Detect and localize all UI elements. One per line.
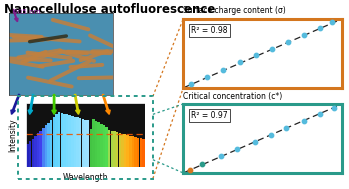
Bar xyxy=(63,114,66,167)
Point xyxy=(285,40,291,43)
Point xyxy=(317,113,322,116)
Bar xyxy=(39,131,42,167)
Bar xyxy=(100,124,103,167)
Text: R² = 0.98: R² = 0.98 xyxy=(191,26,228,35)
Bar xyxy=(140,139,142,167)
Bar xyxy=(79,118,81,167)
Bar xyxy=(97,122,100,167)
Bar xyxy=(53,117,55,167)
Bar xyxy=(108,130,110,167)
Bar xyxy=(31,139,34,167)
Point xyxy=(301,120,307,123)
Point xyxy=(200,163,205,166)
Point xyxy=(331,107,337,110)
Bar xyxy=(116,132,118,167)
Text: Wavelength: Wavelength xyxy=(63,173,108,182)
Bar xyxy=(74,117,76,167)
Bar xyxy=(61,113,63,167)
Bar xyxy=(103,125,105,167)
Bar xyxy=(95,121,97,167)
Point xyxy=(330,21,335,24)
Text: Nanocellulose autofluorescence: Nanocellulose autofluorescence xyxy=(4,3,216,16)
Point xyxy=(204,75,210,78)
Bar xyxy=(66,114,68,167)
Point xyxy=(268,133,273,136)
Text: Surface charge content (σ): Surface charge content (σ) xyxy=(183,6,286,15)
Bar xyxy=(90,129,92,167)
Bar xyxy=(142,139,145,167)
Point xyxy=(317,26,322,29)
Point xyxy=(218,155,224,158)
Bar xyxy=(129,136,132,167)
Point xyxy=(188,82,194,85)
Bar xyxy=(105,127,108,167)
Text: R² = 0.97: R² = 0.97 xyxy=(191,111,228,120)
Bar xyxy=(137,138,140,167)
Bar xyxy=(132,136,134,167)
Point xyxy=(220,68,226,71)
Bar xyxy=(26,144,29,167)
Text: Critical concentration (c*): Critical concentration (c*) xyxy=(183,92,282,101)
Bar xyxy=(34,136,37,167)
Point xyxy=(238,61,243,64)
Bar xyxy=(84,120,87,167)
Point xyxy=(253,54,259,57)
Point xyxy=(187,169,192,172)
Bar xyxy=(121,133,124,167)
Bar xyxy=(126,135,129,167)
Bar xyxy=(55,115,58,167)
Bar xyxy=(29,141,31,167)
Bar xyxy=(71,116,74,167)
Bar xyxy=(119,133,121,167)
Bar xyxy=(45,125,47,167)
Bar xyxy=(76,117,79,167)
Bar xyxy=(82,119,84,167)
Bar xyxy=(50,120,52,167)
Point xyxy=(284,127,289,130)
Bar xyxy=(37,133,39,167)
Bar xyxy=(113,131,116,167)
Point xyxy=(301,33,307,36)
Bar xyxy=(92,119,95,167)
Point xyxy=(235,148,240,151)
Bar xyxy=(134,137,137,167)
Point xyxy=(252,140,258,143)
Bar xyxy=(124,134,126,167)
Bar xyxy=(87,120,89,167)
Text: 405 nm: 405 nm xyxy=(13,9,40,15)
Text: Intensity: Intensity xyxy=(8,118,17,152)
Bar xyxy=(111,131,113,167)
Bar xyxy=(47,122,50,167)
Bar xyxy=(42,128,45,167)
Bar xyxy=(58,112,60,167)
Bar xyxy=(68,115,71,167)
Point xyxy=(269,47,275,50)
